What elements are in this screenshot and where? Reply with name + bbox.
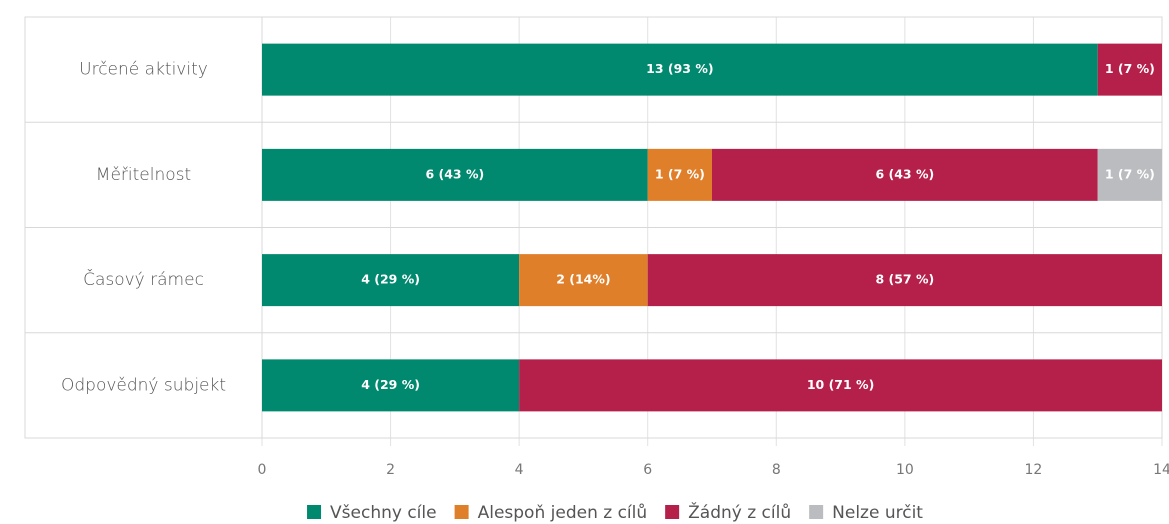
value-label: 1 (7 %) — [1105, 166, 1155, 181]
category-label: Časový rámec — [83, 268, 204, 290]
value-label: 6 (43 %) — [425, 166, 484, 181]
x-tick-label: 8 — [772, 462, 781, 478]
bar-segment — [647, 254, 1162, 307]
value-label: 13 (93 %) — [646, 61, 713, 76]
value-label: 6 (43 %) — [875, 166, 934, 181]
legend-swatch — [307, 505, 322, 519]
bar-segment — [262, 359, 520, 412]
x-tick-label: 10 — [896, 462, 914, 478]
x-tick-label: 2 — [386, 462, 395, 478]
x-tick-label: 12 — [1025, 462, 1043, 478]
value-label: 2 (14%) — [556, 272, 610, 287]
category-label: Určené aktivity — [79, 60, 208, 80]
bar-segment — [262, 148, 648, 201]
legend-label: Alespoň jeden z cílů — [478, 503, 648, 523]
bar-segment — [1097, 43, 1162, 96]
category-label: Měřitelnost — [96, 165, 191, 185]
x-tick-label: 4 — [515, 462, 524, 478]
value-label: 1 (7 %) — [1105, 61, 1155, 76]
value-label: 4 (29 %) — [361, 377, 420, 392]
legend-label: Všechny cíle — [330, 503, 437, 523]
value-label: 10 (71 %) — [807, 377, 874, 392]
legend-swatch — [809, 505, 824, 519]
bar-segment — [262, 43, 1098, 96]
value-label: 4 (29 %) — [361, 272, 420, 287]
bar-segment — [712, 148, 1098, 201]
x-tick-label: 14 — [1153, 462, 1169, 478]
value-label: 8 (57 %) — [875, 272, 934, 287]
legend-label: Žádný z cílů — [688, 501, 791, 523]
bar-segment — [262, 254, 520, 307]
x-tick-label: 0 — [258, 462, 267, 478]
category-label: Odpovědný subjekt — [61, 375, 226, 395]
bar-segment — [519, 254, 648, 307]
bar-segment — [1097, 148, 1162, 201]
bar-segment — [519, 359, 1162, 412]
legend-label: Nelze určit — [832, 503, 923, 523]
legend-swatch — [665, 505, 680, 519]
bar-segment — [647, 148, 712, 201]
x-tick-label: 6 — [643, 462, 652, 478]
legend-swatch — [454, 505, 469, 519]
value-label: 1 (7 %) — [655, 166, 705, 181]
